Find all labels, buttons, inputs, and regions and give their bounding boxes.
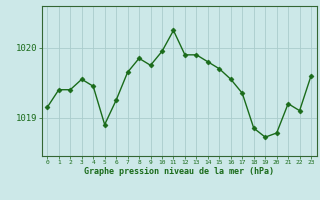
X-axis label: Graphe pression niveau de la mer (hPa): Graphe pression niveau de la mer (hPa): [84, 167, 274, 176]
